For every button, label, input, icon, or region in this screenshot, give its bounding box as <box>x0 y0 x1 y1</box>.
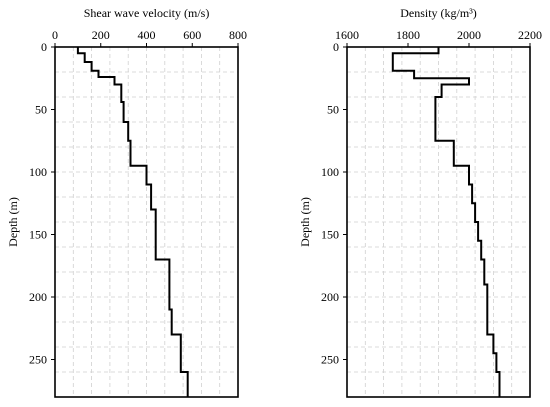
x-tick-labels: 1600 1800 2000 2200 <box>335 28 542 42</box>
profile-line <box>76 47 189 397</box>
x-tick-label: 600 <box>183 28 201 42</box>
x-tick-labels: 0 200 400 600 800 <box>52 28 247 42</box>
y-tick-label: 200 <box>321 290 339 304</box>
x-tick-label: 400 <box>138 28 156 42</box>
axis-ticks <box>343 43 531 360</box>
y-tick-label: 250 <box>29 353 47 367</box>
x-tick-label: 2000 <box>457 28 481 42</box>
x-axis-label: Shear wave velocity (m/s) <box>84 6 210 20</box>
profile-line <box>391 47 501 397</box>
x-tick-label: 2200 <box>518 28 542 42</box>
x-tick-label: 200 <box>92 28 110 42</box>
series-layer <box>76 47 189 397</box>
y-tick-label: 100 <box>321 165 339 179</box>
panel-shear-wave-velocity: 0 200 400 600 800 0 50 100 150 200 250 Shear wave… <box>6 6 247 398</box>
y-tick-label: 100 <box>29 165 47 179</box>
plot-frame <box>54 46 239 398</box>
grid-lines <box>347 47 530 397</box>
x-axis-label: Density (kg/m³) <box>400 6 477 20</box>
axis-ticks <box>51 43 239 360</box>
x-tick-label: 1600 <box>335 28 359 42</box>
series-layer <box>391 47 501 397</box>
y-tick-label: 200 <box>29 290 47 304</box>
y-tick-label: 150 <box>321 228 339 242</box>
y-tick-labels: 0 50 100 150 200 250 <box>321 40 339 367</box>
y-tick-label: 150 <box>29 228 47 242</box>
y-tick-label: 50 <box>327 103 339 117</box>
x-tick-label: 800 <box>229 28 247 42</box>
panel-density: 1600 1800 2000 2200 0 50 100 150 200 250 Density… <box>298 6 542 398</box>
y-tick-label: 50 <box>35 103 47 117</box>
y-tick-labels: 0 50 100 150 200 250 <box>29 40 47 367</box>
y-tick-label: 0 <box>333 40 339 54</box>
grid-lines <box>55 47 238 397</box>
y-tick-label: 250 <box>321 353 339 367</box>
y-axis-label: Depth (m) <box>6 197 20 247</box>
y-axis-label: Depth (m) <box>298 197 312 247</box>
plot-frame <box>346 46 531 398</box>
x-tick-label: 0 <box>52 28 58 42</box>
y-tick-label: 0 <box>41 40 47 54</box>
x-tick-label: 1800 <box>396 28 420 42</box>
